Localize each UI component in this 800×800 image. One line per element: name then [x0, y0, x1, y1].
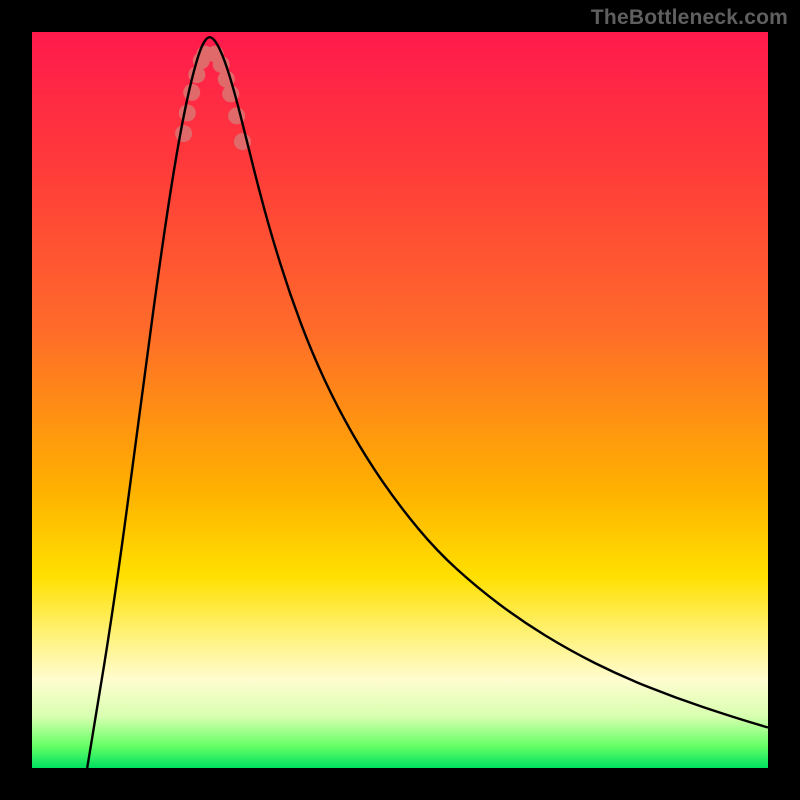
chart-frame: TheBottleneck.com — [0, 0, 800, 800]
chart-svg — [32, 32, 768, 768]
marker-dot — [179, 104, 196, 121]
marker-dot — [183, 84, 200, 101]
plot-area — [32, 32, 768, 768]
marker-dot — [175, 125, 192, 142]
watermark-text: TheBottleneck.com — [591, 6, 788, 30]
curve-path — [87, 37, 768, 768]
